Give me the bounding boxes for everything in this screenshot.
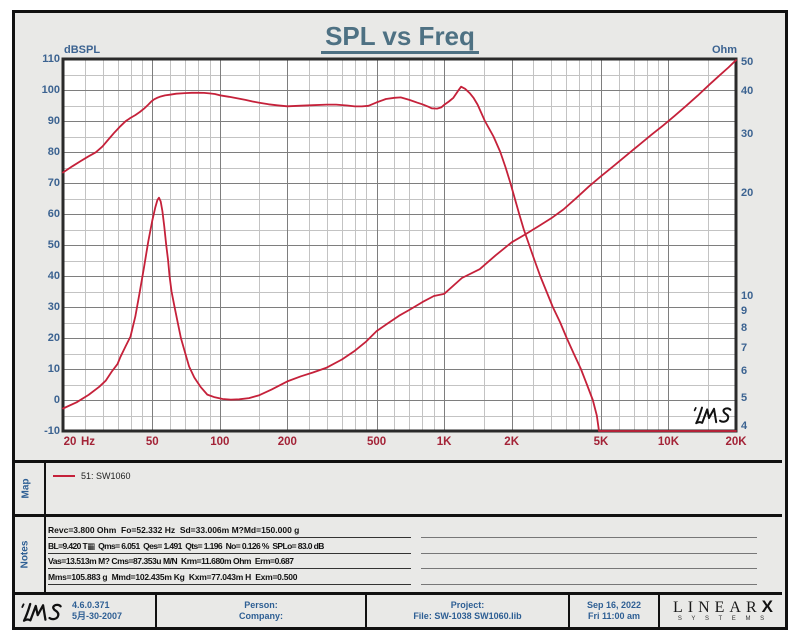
x-tick-label: 50 xyxy=(145,436,159,448)
page-title: SPL vs Freq xyxy=(0,21,800,54)
map-sidebar-label: Map xyxy=(20,478,32,499)
legend: 51: SW1060 xyxy=(53,471,131,481)
impedance-curve xyxy=(62,59,737,410)
footer-divider-3 xyxy=(568,595,570,627)
file-label: File: SW-1038 SW1060.lib xyxy=(413,611,522,621)
linearx-brand-x: X xyxy=(761,597,773,616)
person-label: Person: xyxy=(244,600,278,610)
lms-footer-logo xyxy=(21,602,62,622)
y-left-tick-label: 20 xyxy=(47,331,60,344)
map-sidebar-divider xyxy=(44,463,46,514)
y-left-tick-label: 0 xyxy=(53,393,60,406)
y-right-tick-label: 6 xyxy=(741,364,748,377)
legend-label: 51: SW1060 xyxy=(81,471,131,481)
y-right-tick-label: 30 xyxy=(741,127,754,140)
app-version: 4.6.0.371 xyxy=(72,600,110,610)
x-tick-label: 2K xyxy=(504,436,519,448)
footer-date-cell: Sep 16, 2022 Fri 11:00 am xyxy=(570,600,658,622)
y-right-tick-label: 40 xyxy=(741,85,754,98)
x-tick-label: 20K xyxy=(725,436,747,448)
footer-project-cell: Project: File: SW-1038 SW1060.lib xyxy=(367,600,568,622)
y-left-tick-label: 100 xyxy=(41,83,60,96)
spl-curve xyxy=(62,85,737,432)
y-left-tick-label: 90 xyxy=(47,114,60,127)
footer-divider-1 xyxy=(155,595,157,627)
notes-line: Mms=105.883 g Mmd=102.435m Kg Kxm=77.043… xyxy=(48,571,411,585)
x-tick-label: 200 xyxy=(277,436,297,448)
company-label: Company: xyxy=(238,611,283,621)
x-tick-label: 5K xyxy=(593,436,609,448)
project-label: Project: xyxy=(450,600,485,610)
x-tick-label: 1K xyxy=(436,436,452,448)
y-right-tick-label: 5 xyxy=(741,391,748,404)
linearx-brand-name: LINEAR xyxy=(673,599,762,616)
date-label: Sep 16, 2022 xyxy=(586,600,642,610)
footer-person-cell: Person: Company: xyxy=(157,600,365,622)
y-right-tick-label: 50 xyxy=(741,55,754,68)
x-tick-label: 10K xyxy=(657,436,680,448)
y-left-tick-label: 10 xyxy=(47,362,60,375)
linearx-logo: LINEARX S Y S T E M S xyxy=(660,597,786,622)
y-right-tick-label: 8 xyxy=(741,322,748,335)
x-tick-label: 100 xyxy=(210,436,230,448)
legend-swatch xyxy=(53,475,75,477)
y-left-tick-label: 30 xyxy=(47,300,60,313)
y-left-tick-label: 50 xyxy=(47,238,60,251)
notes-rule xyxy=(421,571,757,585)
y-right-tick-label: 7 xyxy=(741,342,748,355)
y-left-tick-label: 40 xyxy=(47,269,60,282)
time-label: Fri 11:00 am xyxy=(587,611,641,621)
notes-sidebar-label: Notes xyxy=(19,540,31,569)
footer-divider-4 xyxy=(658,595,660,627)
y-axis-title-ohm: Ohm xyxy=(712,44,738,56)
notes-rule xyxy=(421,524,757,538)
y-left-tick-label: 80 xyxy=(47,145,60,158)
x-axis-unit-label: Hz xyxy=(81,436,96,448)
y-left-tick-label: -10 xyxy=(44,424,60,437)
notes-line: Revc=3.800 Ohm Fo=52.332 Hz Sd=33.006m M… xyxy=(48,524,411,538)
x-tick-label: 500 xyxy=(367,436,387,448)
divider-chart-map xyxy=(12,460,782,463)
notes-rule xyxy=(421,540,757,554)
footer-version-cell: 4.6.0.371 5月-30-2007 xyxy=(72,600,122,622)
y-right-tick-label: 9 xyxy=(741,305,748,318)
notes-empty-rules xyxy=(421,524,757,586)
notes-rule xyxy=(421,555,757,569)
y-left-tick-label: 60 xyxy=(47,207,60,220)
x-tick-label: 20 xyxy=(63,436,77,448)
divider-notes-footer xyxy=(12,592,782,595)
notes-line: BL=9.420 T▦ Qms= 6.051 Qes= 1.491 Qts= 1… xyxy=(48,540,411,554)
y-right-tick-label: 20 xyxy=(741,187,754,200)
notes-line: Vas=13.513m M? Cms=87.353u M/N Krm=11.68… xyxy=(48,555,411,569)
divider-map-notes xyxy=(12,514,782,517)
lms-watermark-logo xyxy=(693,406,732,425)
y-left-tick-label: 70 xyxy=(47,176,60,189)
linearx-brand-sub: S Y S T E M S xyxy=(677,616,769,622)
y-left-tick-label: 110 xyxy=(42,52,60,65)
y-axis-title-dbspl: dBSPL xyxy=(64,44,101,56)
notes-sidebar-divider xyxy=(44,517,46,592)
footer-divider-2 xyxy=(365,595,367,627)
y-right-tick-label: 10 xyxy=(741,289,754,302)
notes-text: Revc=3.800 Ohm Fo=52.332 Hz Sd=33.006m M… xyxy=(48,524,411,586)
app-version-date: 5月-30-2007 xyxy=(72,611,123,621)
y-right-tick-label: 4 xyxy=(741,419,748,432)
